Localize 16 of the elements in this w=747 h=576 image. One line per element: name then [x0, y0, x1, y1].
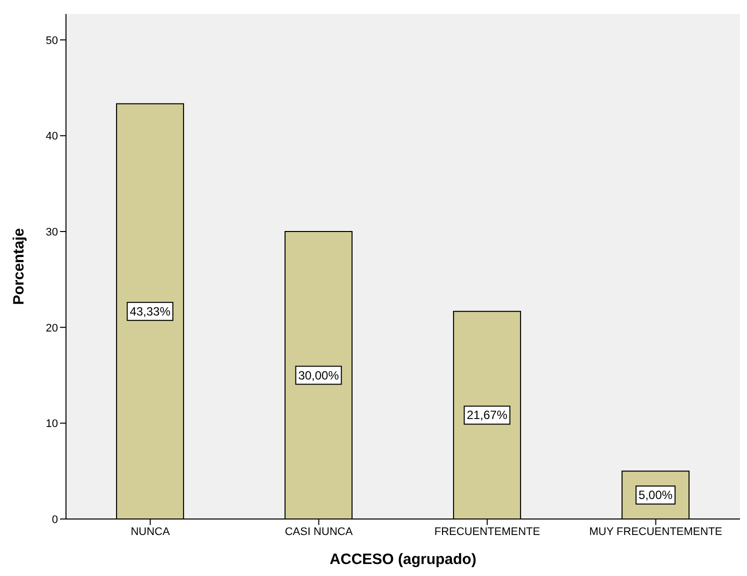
y-tick-label: 50	[46, 34, 58, 47]
y-tick-label: 20	[46, 322, 58, 334]
y-tick-label: 0	[52, 514, 58, 526]
x-axis-title: ACCESO (agrupado)	[330, 551, 476, 568]
y-axis-title: Porcentaje	[10, 228, 28, 305]
data-label: 43,33%	[130, 304, 171, 318]
y-tick-label: 10	[46, 418, 58, 430]
data-label: 5,00%	[638, 488, 673, 502]
data-label: 30,00%	[298, 368, 340, 382]
x-tick-label: FRECUENTEMENTE	[434, 526, 540, 538]
y-tick-label: 30	[46, 226, 58, 238]
data-label: 21,67%	[466, 408, 508, 422]
x-tick-label: NUNCA	[130, 526, 170, 538]
x-tick-label: MUY FRECUENTEMENTE	[589, 526, 722, 538]
y-tick-label: 40	[46, 130, 58, 143]
x-tick-label: CASI NUNCA	[284, 526, 354, 538]
